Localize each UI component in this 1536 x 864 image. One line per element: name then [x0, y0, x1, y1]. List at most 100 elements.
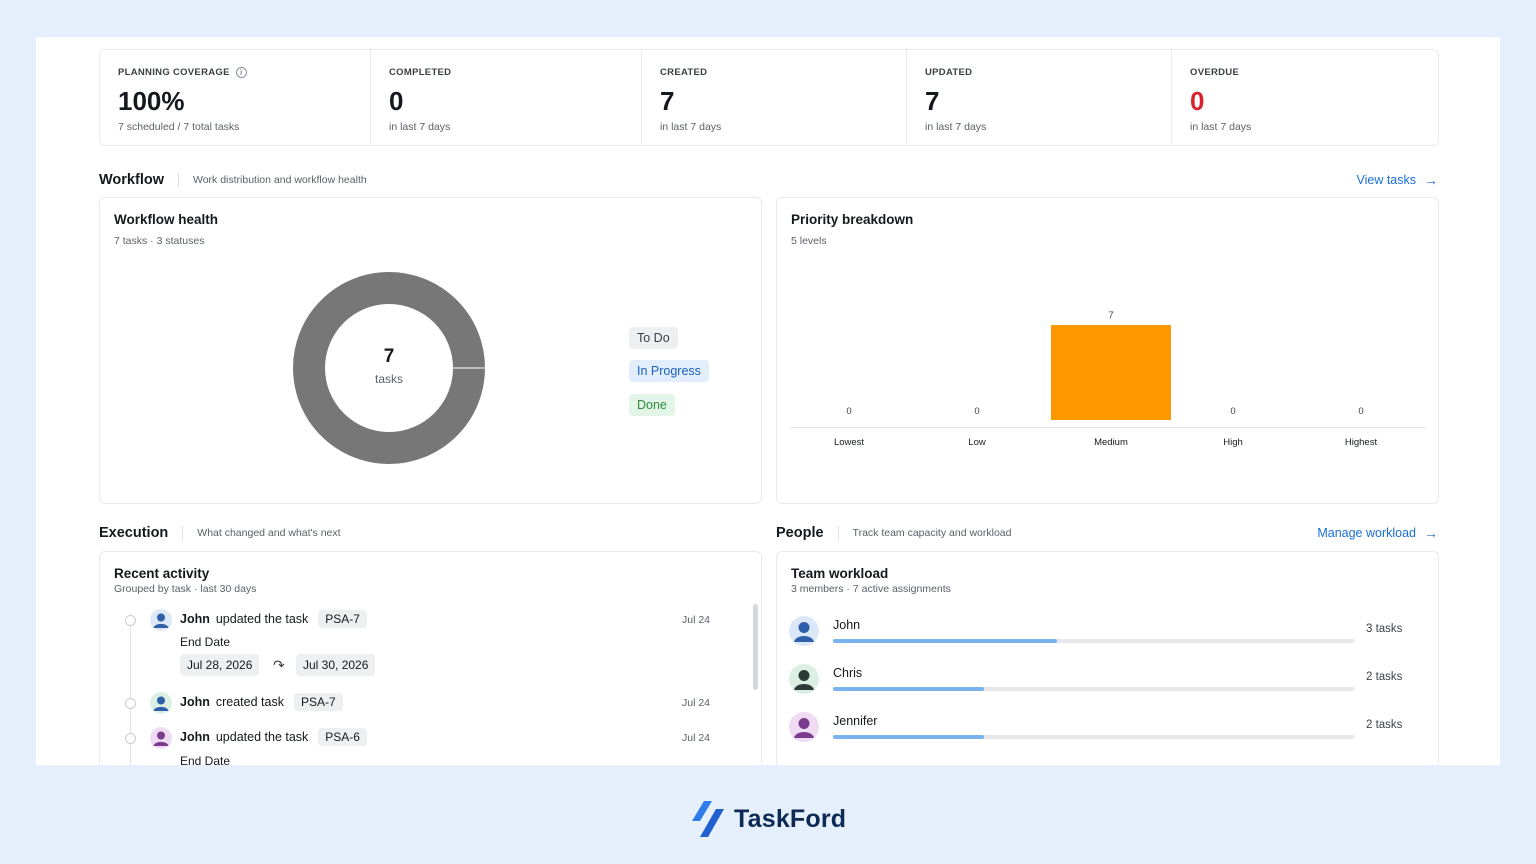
activity-user: John: [180, 695, 210, 709]
avatar: [789, 616, 819, 646]
status-donut-chart[interactable]: 7 tasks: [292, 268, 486, 468]
priority-breakdown-card: Priority breakdown 5 levels 0 Lowest 0 Low 7…: [776, 197, 1439, 504]
stat-label: CREATED: [660, 66, 708, 78]
activity-date: Jul 24: [682, 732, 711, 744]
stat-overdue: OVERDUE 0 in last 7 days: [1172, 50, 1438, 145]
user-icon: [153, 613, 169, 628]
donut-center-value: 7: [383, 346, 395, 367]
avatar: [789, 712, 819, 742]
task-tag[interactable]: PSA-7: [318, 610, 367, 628]
team-workload-card: Team workload 3 members · 7 active assig…: [776, 551, 1439, 765]
divider: [182, 526, 184, 540]
workload-bar: [833, 735, 1355, 739]
legend-todo[interactable]: To Do: [629, 327, 678, 349]
workload-bar-fill: [833, 639, 1058, 643]
activity-action: updated the task: [215, 730, 309, 744]
stat-label: PLANNING COVERAGE: [118, 66, 230, 78]
bar-value-label: 0: [1358, 406, 1364, 417]
stat-subtext: in last 7 days: [660, 121, 722, 133]
bar-value-label: 0: [974, 406, 980, 417]
stat-label: UPDATED: [925, 66, 973, 78]
link-label: Manage workload: [1317, 526, 1416, 540]
card-subtitle: Grouped by task · last 30 days: [114, 583, 257, 595]
timeline-dot: [125, 615, 136, 626]
card-title: Priority breakdown: [791, 212, 914, 227]
stat-label: COMPLETED: [389, 66, 452, 78]
activity-user: John: [180, 612, 210, 626]
donut-ring: [293, 272, 486, 464]
section-title: Execution: [99, 525, 169, 541]
activity-row[interactable]: John created task PSA-7: [180, 693, 343, 711]
card-subtitle: 5 levels: [791, 235, 827, 247]
stat-subtext: in last 7 days: [925, 121, 987, 133]
chart-baseline: [790, 427, 1426, 428]
bar-value-label: 0: [846, 406, 852, 417]
workload-bar: [833, 639, 1355, 643]
stat-value: 100%: [118, 86, 185, 116]
manage-workload-link[interactable]: Manage workload →: [1317, 525, 1438, 541]
task-tag[interactable]: PSA-7: [293, 693, 343, 711]
user-icon: [153, 696, 169, 711]
changed-field: End Date: [180, 754, 231, 765]
arrow-right-icon: →: [1424, 525, 1438, 541]
link-label: View tasks: [1356, 173, 1416, 187]
stat-subtext: 7 scheduled / 7 total tasks: [118, 121, 240, 133]
workflow-health-card: Workflow health 7 tasks · 3 statuses 7 t…: [99, 197, 762, 504]
card-title: Team workload: [791, 566, 889, 581]
workflow-section-header: Workflow Work distribution and workflow …: [99, 170, 367, 190]
stats-row: PLANNING COVERAGE i 100% 7 scheduled / 7…: [99, 49, 1439, 146]
timeline-line: [130, 614, 131, 765]
old-date-pill: Jul 28, 2026: [180, 654, 260, 676]
member-name: Jennifer: [833, 714, 878, 728]
avatar: [150, 692, 172, 714]
stat-completed: COMPLETED 0 in last 7 days: [371, 50, 642, 145]
priority-bar-chart: 0 Lowest 0 Low 7 Medium 0 High 0 Highest: [777, 198, 1439, 504]
user-icon: [794, 718, 814, 738]
activity-date: Jul 24: [682, 697, 711, 709]
section-subtitle: Work distribution and workflow health: [192, 174, 367, 186]
member-name: Chris: [833, 666, 863, 680]
new-date-pill: Jul 30, 2026: [296, 654, 376, 676]
changed-field: End Date: [180, 635, 231, 649]
timeline-dot: [125, 698, 136, 709]
stat-subtext: in last 7 days: [1190, 121, 1252, 133]
user-icon: [794, 670, 814, 690]
activity-row[interactable]: John updated the task PSA-6: [180, 728, 367, 746]
avatar: [150, 609, 172, 631]
view-tasks-link[interactable]: View tasks →: [1356, 172, 1438, 188]
member-name: John: [833, 618, 861, 632]
bar-medium[interactable]: [1051, 325, 1171, 420]
activity-row[interactable]: John updated the task PSA-7: [180, 610, 367, 628]
avatar: [150, 727, 172, 749]
taskford-logo: TaskFord: [690, 799, 846, 839]
activity-action: updated the task: [215, 612, 309, 626]
task-tag[interactable]: PSA-6: [318, 728, 367, 746]
dashboard: PLANNING COVERAGE i 100% 7 scheduled / 7…: [36, 37, 1500, 765]
stat-value: 0: [389, 86, 404, 116]
user-icon: [794, 622, 814, 642]
card-title: Recent activity: [114, 566, 210, 581]
taskford-logo-icon: [692, 801, 724, 837]
legend-done[interactable]: Done: [629, 394, 675, 416]
workload-bar-fill: [833, 687, 985, 691]
card-title: Workflow health: [114, 212, 219, 227]
category-label: Medium: [1094, 437, 1128, 448]
category-label: Highest: [1344, 437, 1378, 448]
people-section-header: People Track team capacity and workload: [776, 523, 1011, 543]
info-icon[interactable]: i: [235, 66, 247, 78]
stat-created: CREATED 7 in last 7 days: [642, 50, 907, 145]
legend-in-progress[interactable]: In Progress: [629, 360, 709, 382]
stat-value: 7: [925, 86, 940, 116]
stat-value: 0: [1190, 86, 1205, 116]
bar-value-label: 0: [1230, 406, 1236, 417]
task-count: 3 tasks: [1366, 623, 1403, 635]
execution-section-header: Execution What changed and what's next: [99, 523, 341, 543]
scrollbar[interactable]: [753, 604, 758, 690]
section-title: Workflow: [99, 172, 164, 188]
stat-subtext: in last 7 days: [389, 121, 451, 133]
activity-action: created task: [215, 695, 284, 709]
activity-user: John: [180, 730, 210, 744]
stat-label: OVERDUE: [1190, 66, 1240, 78]
divider: [177, 173, 179, 187]
card-subtitle: 3 members · 7 active assignments: [791, 583, 951, 595]
